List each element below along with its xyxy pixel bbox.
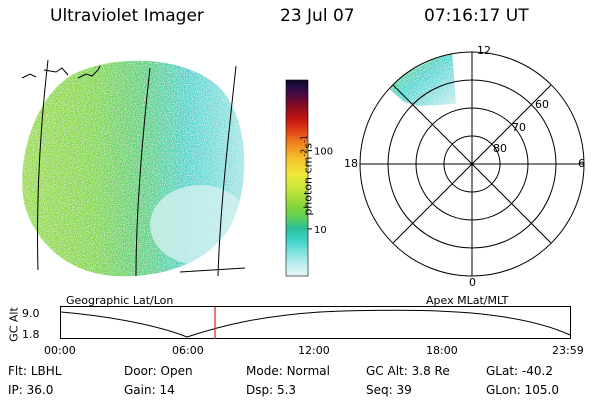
info-value: 3.8 Re: [411, 364, 450, 378]
info-key: GLat:: [486, 364, 519, 378]
info-value: 5.3: [276, 383, 297, 397]
aurora-patch: [384, 52, 456, 106]
colorbar-axis-label: photon cm-2s-1: [300, 130, 315, 220]
time-tick-2359: 23:59: [552, 344, 584, 357]
info-value: 105.0: [524, 383, 559, 397]
info-key: Flt:: [8, 364, 27, 378]
colorbar-unit-mid: s: [301, 142, 315, 149]
disc-fill: [22, 60, 245, 277]
info-gain: Gain: 14: [124, 383, 175, 397]
colorbar-tick-label: 10: [314, 225, 327, 236]
apex-label: Apex MLat/MLT: [426, 294, 509, 307]
coastline: [21, 65, 101, 79]
instrument-title: Ultraviolet Imager: [50, 6, 204, 26]
info-key: Door:: [124, 364, 157, 378]
info-value: 39: [396, 383, 412, 397]
mlt-label-18: 18: [344, 157, 358, 170]
info-seq: Seq: 39: [366, 383, 412, 397]
info-dsp: Dsp: 5.3: [246, 383, 296, 397]
mlt-label-12: 12: [477, 44, 491, 57]
geographic-label: Geographic Lat/Lon: [66, 294, 174, 307]
info-glon: GLon: 105.0: [486, 383, 559, 397]
coastline: [179, 267, 246, 273]
info-glat: GLat: -40.2: [486, 364, 553, 378]
info-mode: Mode: Normal: [246, 364, 330, 378]
longitude-line: [217, 65, 237, 277]
info-value: Open: [160, 364, 193, 378]
time-tick-0600: 06:00: [172, 344, 204, 357]
mlat-label-60: 60: [535, 98, 549, 111]
time-tick-1800: 18:00: [426, 344, 458, 357]
info-key: GC Alt:: [366, 364, 408, 378]
disc-dim-patch: [150, 185, 245, 265]
longitude-line: [135, 67, 151, 277]
altitude-y-min: 1.8: [22, 328, 40, 341]
colorbar: 100 10: [285, 79, 333, 277]
altitude-plot: [60, 306, 571, 339]
info-key: Dsp:: [246, 383, 274, 397]
altitude-axis-label: GC Alt: [7, 307, 21, 342]
info-ip: IP: 36.0: [8, 383, 53, 397]
info-gc-alt: GC Alt: 3.8 Re: [366, 364, 450, 378]
mlat-label-70: 70: [512, 121, 526, 134]
info-value: 36.0: [26, 383, 54, 397]
info-key: Gain:: [124, 383, 156, 397]
polar-plot: [359, 51, 585, 277]
info-door: Door: Open: [124, 364, 193, 378]
info-key: GLon:: [486, 383, 521, 397]
mlat-label-80: 80: [493, 142, 507, 155]
colorbar-unit-sup2: -1: [299, 135, 309, 143]
time-label: 07:16:17 UT: [424, 6, 529, 26]
info-key: Mode:: [246, 364, 283, 378]
info-key: Seq:: [366, 383, 393, 397]
date-label: 23 Jul 07: [280, 6, 355, 26]
info-value: LBHL: [30, 364, 62, 378]
polar-diagonal: [392, 84, 552, 244]
info-value: 14: [159, 383, 175, 397]
colorbar-tick-label: 100: [314, 147, 333, 158]
colorbar-gradient: [285, 79, 309, 277]
info-flt: Flt: LBHL: [8, 364, 61, 378]
mlt-label-6: 6: [578, 157, 585, 170]
colorbar-unit-text: photon cm: [301, 156, 315, 216]
info-value: -40.2: [521, 364, 553, 378]
mlt-label-0: 0: [469, 276, 476, 289]
altitude-curve: [60, 309, 571, 338]
colorbar-unit-sup1: -2: [299, 148, 309, 157]
time-tick-1200: 12:00: [298, 344, 330, 357]
earth-image: [21, 59, 246, 277]
longitude-line: [37, 59, 49, 271]
info-key: IP:: [8, 383, 23, 397]
time-tick-0000: 00:00: [44, 344, 76, 357]
info-value: Normal: [286, 364, 330, 378]
altitude-y-max: 9.0: [22, 307, 40, 320]
